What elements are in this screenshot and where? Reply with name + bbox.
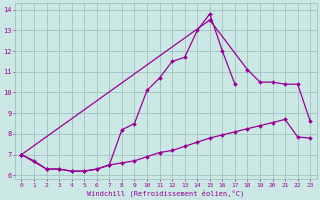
X-axis label: Windchill (Refroidissement éolien,°C): Windchill (Refroidissement éolien,°C) [87,189,244,197]
